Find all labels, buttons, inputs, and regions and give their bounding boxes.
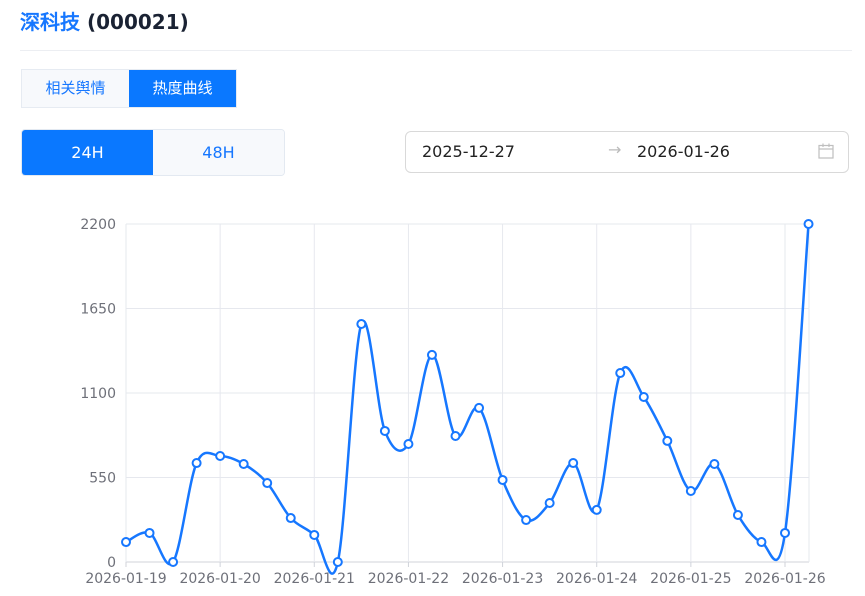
data-point — [803, 219, 814, 229]
data-point — [615, 368, 626, 379]
data-point — [144, 527, 155, 538]
data-point — [474, 402, 485, 413]
tab-related-news[interactable]: 相关舆情 — [22, 70, 129, 107]
y-tick-label: 1650 — [80, 302, 116, 318]
x-tick-label: 2026-01-23 — [462, 571, 543, 587]
period-24h-button[interactable]: 24H — [22, 130, 153, 175]
page-title: 深科技 (000021) — [20, 6, 189, 35]
y-tick-label: 1100 — [80, 386, 116, 402]
data-point — [544, 498, 555, 509]
data-point — [262, 478, 273, 489]
range-arrow-icon: → — [608, 140, 622, 159]
data-point — [332, 557, 343, 567]
data-point — [756, 537, 767, 548]
period-48h-button[interactable]: 48H — [153, 130, 284, 175]
data-point — [238, 458, 249, 469]
data-point — [450, 431, 461, 442]
divider — [20, 50, 852, 51]
y-tick-label: 550 — [89, 471, 116, 487]
x-tick-label: 2026-01-20 — [179, 571, 260, 587]
stock-name: 深科技 — [20, 10, 80, 34]
x-tick-label: 2026-01-25 — [650, 571, 731, 587]
data-point — [379, 425, 390, 436]
data-point — [356, 319, 367, 330]
data-point — [638, 391, 649, 402]
stock-code: (000021) — [86, 10, 189, 34]
x-tick-label: 2026-01-22 — [368, 571, 449, 587]
y-tick-label: 2200 — [80, 217, 116, 233]
view-tabs: 相关舆情 热度曲线 — [21, 69, 237, 108]
data-point — [568, 458, 579, 469]
data-point — [309, 529, 320, 540]
data-point — [732, 509, 743, 520]
data-point — [709, 458, 720, 469]
data-point — [121, 537, 131, 548]
x-tick-label: 2026-01-21 — [274, 571, 355, 587]
calendar-icon[interactable] — [818, 143, 834, 159]
data-point — [168, 557, 179, 567]
data-point — [662, 435, 673, 446]
data-point — [191, 458, 202, 469]
date-range-picker[interactable]: 2025-12-27 → 2026-01-26 — [405, 131, 849, 173]
data-point — [426, 349, 437, 360]
series-line — [125, 223, 810, 575]
y-tick-label: 0 — [107, 555, 116, 571]
data-point — [215, 450, 226, 461]
x-tick-label: 2026-01-26 — [744, 571, 825, 587]
data-point — [285, 513, 296, 524]
data-point — [591, 504, 602, 515]
period-toggle: 24H 48H — [21, 129, 285, 176]
data-point — [685, 486, 696, 497]
data-point — [521, 515, 532, 526]
x-tick-label: 2026-01-19 — [85, 571, 166, 587]
end-date-input[interactable]: 2026-01-26 — [637, 142, 730, 161]
data-point — [497, 474, 508, 485]
data-point — [780, 527, 790, 538]
x-tick-label: 2026-01-24 — [556, 571, 637, 587]
tab-heat-curve[interactable]: 热度曲线 — [129, 70, 236, 107]
start-date-input[interactable]: 2025-12-27 — [422, 142, 515, 161]
data-point — [403, 439, 414, 450]
